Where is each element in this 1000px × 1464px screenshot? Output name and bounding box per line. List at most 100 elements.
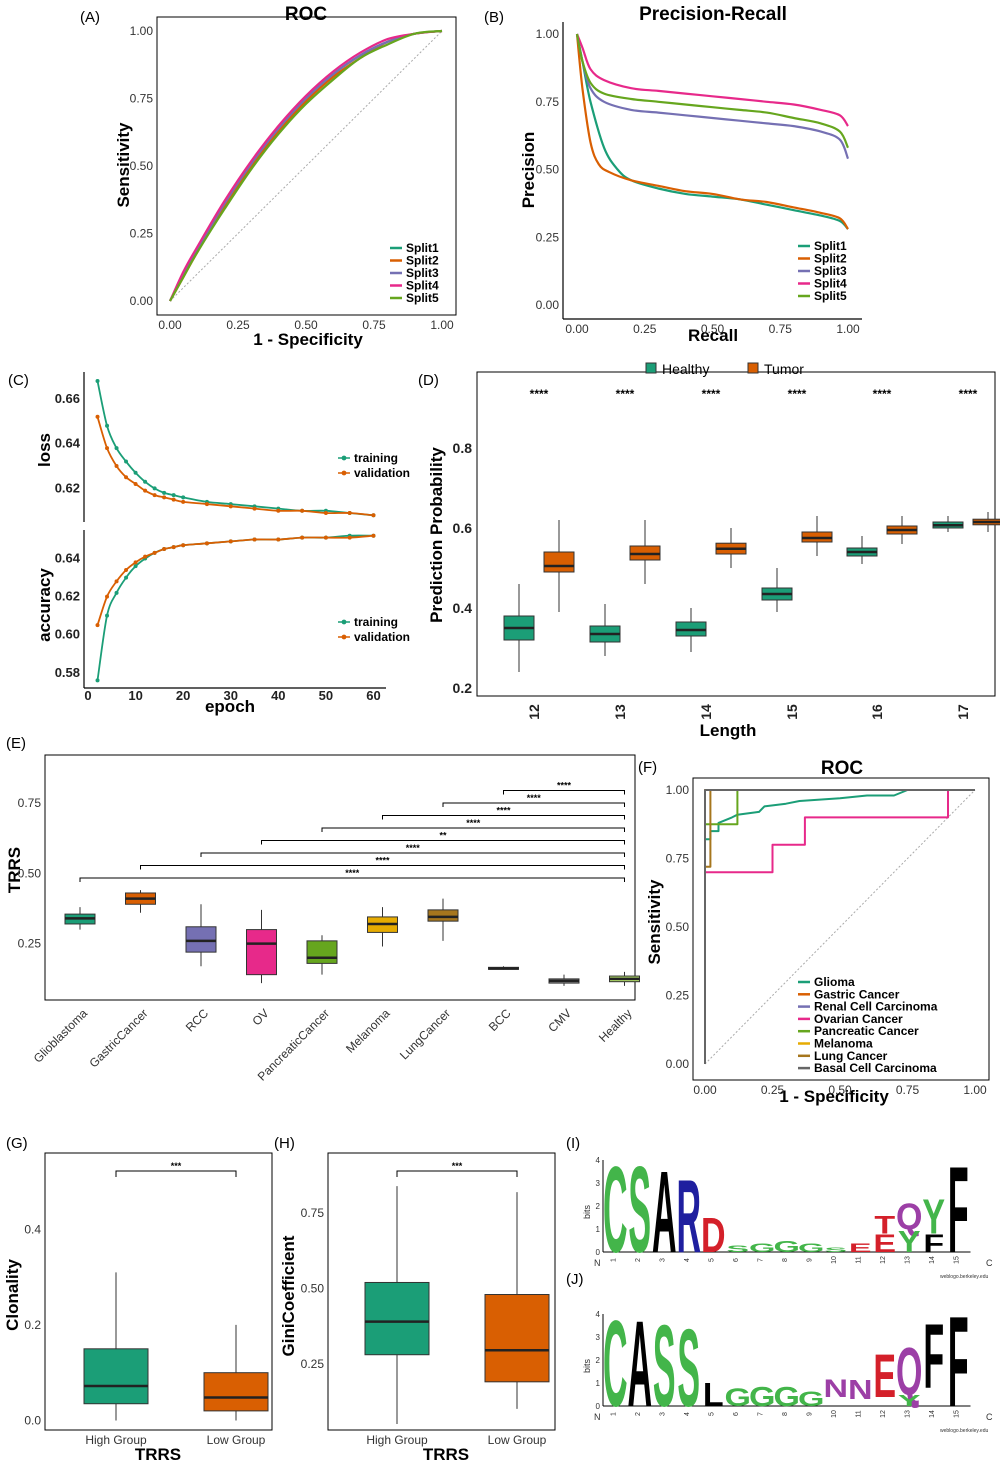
data-point xyxy=(228,504,233,509)
panel-letter-e: (E) xyxy=(6,735,26,752)
panel-g-xlabel: TRRS xyxy=(135,1445,181,1464)
y-tick-label: 0.25 xyxy=(130,227,154,241)
data-point xyxy=(347,511,352,516)
legend-label: Split3 xyxy=(406,266,439,280)
panel-i-sequence-logo: bits N C weblogo.berkeley.edu xyxy=(582,1205,993,1280)
data-point xyxy=(114,590,119,595)
panel-i-n-label: N xyxy=(594,1258,601,1268)
series-line-ovarian-cancer xyxy=(704,789,975,1064)
panel-i-c-label: C xyxy=(986,1258,993,1268)
data-point xyxy=(204,541,209,546)
x-tick-label: 10 xyxy=(128,688,142,703)
legend-label: Split4 xyxy=(814,277,847,291)
y-tick-label: 1.00 xyxy=(536,27,560,41)
x-tick-label: 0.50 xyxy=(828,1083,852,1097)
data-point xyxy=(181,543,186,548)
panel-f-xlabel: 1 - Specificity xyxy=(779,1087,889,1106)
chart-marks: 0.00 0.25 0.50 0.75 1.000.000.250.500.751.00… xyxy=(18,16,1000,1447)
x-tick-label: BCC xyxy=(486,1006,514,1034)
panel-c-loss-ylabel: loss xyxy=(35,433,54,467)
panel-frame xyxy=(327,1152,556,1431)
logo-letter: F xyxy=(923,1304,944,1407)
diagonal-reference-line xyxy=(704,789,976,1065)
panel-b-plot: 0.00 0.25 0.50 0.75 1.00 0.00 0.25 0.50 0.75 1.00… xyxy=(536,22,862,336)
logo-x-tick: 7 xyxy=(757,1412,764,1416)
y-tick-label: 0.4 xyxy=(453,600,473,616)
logo-x-tick: 2 xyxy=(635,1412,642,1416)
logo-x-tick: 3 xyxy=(659,1258,666,1262)
x-tick-label: GastricCancer xyxy=(86,1006,150,1070)
panel-a-ylabel: Sensitivity xyxy=(114,122,133,208)
logo-letter: S xyxy=(677,1307,700,1430)
y-tick-label: 0.50 xyxy=(301,1281,325,1295)
panel-b-title: Precision-Recall xyxy=(639,4,787,25)
y-tick-label: 0.50 xyxy=(130,159,154,173)
legend-label: training xyxy=(354,615,398,629)
panel-j-n-label: N xyxy=(594,1412,601,1422)
panel-letter-d: (D) xyxy=(418,372,439,389)
logo-y-tick: 2 xyxy=(596,1202,601,1211)
x-tick-label: 14 xyxy=(698,704,714,720)
logo-letter: A xyxy=(627,1297,652,1433)
legend-label: Split5 xyxy=(406,291,439,305)
panel-frame xyxy=(44,1152,273,1431)
x-tick-label: 0 xyxy=(84,688,91,703)
data-point xyxy=(252,537,257,542)
logo-y-tick: 0 xyxy=(596,1402,601,1411)
logo-x-tick: 4 xyxy=(684,1258,691,1262)
series-line-split2 xyxy=(575,33,849,230)
significance-bracket xyxy=(115,1170,237,1177)
panel-letter-f: (F) xyxy=(638,759,657,776)
data-point xyxy=(181,495,186,500)
logo-letter: Q xyxy=(896,1335,922,1410)
x-tick-label: CMV xyxy=(545,1006,574,1035)
data-point xyxy=(152,550,157,555)
data-point xyxy=(371,513,376,518)
box-high-group xyxy=(364,1281,430,1356)
logo-x-tick: 8 xyxy=(782,1258,789,1262)
data-point xyxy=(171,493,176,498)
logo-letter: N xyxy=(823,1375,848,1402)
significance-label: **** xyxy=(466,818,481,828)
data-point xyxy=(300,508,305,513)
y-tick-label: 0.25 xyxy=(301,1357,325,1371)
logo-x-tick: 8 xyxy=(782,1412,789,1416)
data-point xyxy=(162,490,167,495)
panel-g-clonality-boxplot: TRRS Clonality xyxy=(3,1259,181,1464)
y-tick-label: 1.00 xyxy=(130,24,154,38)
panel-i-credit: weblogo.berkeley.edu xyxy=(940,1274,988,1280)
series-line-split5 xyxy=(575,33,850,149)
legend-label: Split3 xyxy=(814,264,847,278)
panel-letter-b: (B) xyxy=(484,9,504,26)
logo-letter: E xyxy=(849,1241,872,1254)
significance-label: *** xyxy=(171,1161,182,1171)
logo-x-tick: 4 xyxy=(684,1412,691,1416)
panel-d-plot: 0.2 0.4 0.6 0.8 12 **** 13 **** 14 **** 15 **** 16 **… xyxy=(453,361,1000,720)
logo-y-tick: 4 xyxy=(596,1156,601,1165)
y-tick-label: 0.62 xyxy=(55,589,80,604)
logo-letter: G xyxy=(798,1387,824,1411)
panel-b-xlabel: Recall xyxy=(688,326,738,345)
logo-letter: S xyxy=(726,1244,749,1254)
data-point xyxy=(143,479,148,484)
data-point xyxy=(300,535,305,540)
logo-letter: Y xyxy=(922,1189,945,1244)
significance-label: **** xyxy=(375,856,390,866)
logo-letter: G xyxy=(749,1241,775,1254)
data-point xyxy=(124,575,129,580)
significance-bracket xyxy=(442,802,625,807)
x-tick-label: 13 xyxy=(612,704,628,720)
data-point xyxy=(133,481,138,486)
logo-letter: E xyxy=(873,1230,896,1257)
legend-key xyxy=(747,362,759,374)
panel-letter-g: (G) xyxy=(6,1135,28,1152)
logo-x-tick: 15 xyxy=(953,1256,960,1264)
logo-x-tick: 1 xyxy=(610,1412,617,1416)
y-tick-label: 0.58 xyxy=(55,665,80,680)
x-tick-label: Low Group xyxy=(488,1433,547,1447)
logo-letter: S xyxy=(653,1301,676,1431)
logo-y-tick: 0 xyxy=(596,1248,601,1257)
legend-label: Healthy xyxy=(662,361,709,377)
y-tick-label: 0.00 xyxy=(536,298,560,312)
